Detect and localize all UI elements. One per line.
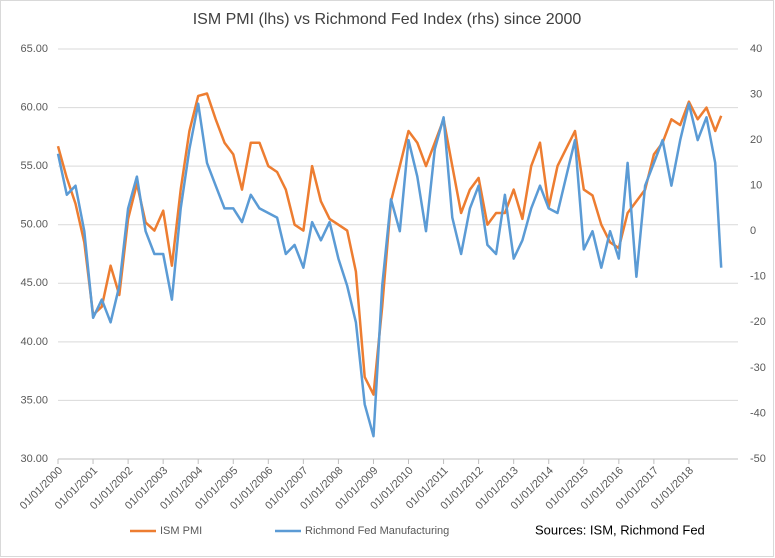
y-tick-label: 55.00 bbox=[20, 160, 48, 172]
y-tick-label: 40.00 bbox=[20, 336, 48, 348]
y-tick-label: 30.00 bbox=[20, 453, 48, 465]
y2-tick-label: -30 bbox=[750, 362, 766, 374]
y2-tick-label: 30 bbox=[750, 88, 762, 100]
chart-title: ISM PMI (lhs) vs Richmond Fed Index (rhs… bbox=[193, 11, 582, 28]
y2-tick-label: 40 bbox=[750, 43, 762, 55]
y-tick-label: 60.00 bbox=[20, 101, 48, 113]
y2-tick-label: 10 bbox=[750, 180, 762, 192]
y-tick-label: 35.00 bbox=[20, 394, 48, 406]
y2-tick-label: -10 bbox=[750, 271, 766, 283]
legend-label: ISM PMI bbox=[160, 525, 202, 537]
y2-tick-label: -50 bbox=[750, 453, 766, 465]
y-tick-label: 65.00 bbox=[20, 43, 48, 55]
y2-tick-label: 0 bbox=[750, 225, 756, 237]
y-tick-label: 50.00 bbox=[20, 219, 48, 231]
y2-tick-label: 20 bbox=[750, 134, 762, 146]
y-tick-label: 45.00 bbox=[20, 277, 48, 289]
y2-tick-label: -20 bbox=[750, 316, 766, 328]
legend-label: Richmond Fed Manufacturing bbox=[305, 525, 449, 537]
y2-tick-label: -40 bbox=[750, 407, 766, 419]
annotation: Sources: ISM, Richmond Fed bbox=[535, 522, 705, 537]
series-line bbox=[56, 102, 723, 438]
